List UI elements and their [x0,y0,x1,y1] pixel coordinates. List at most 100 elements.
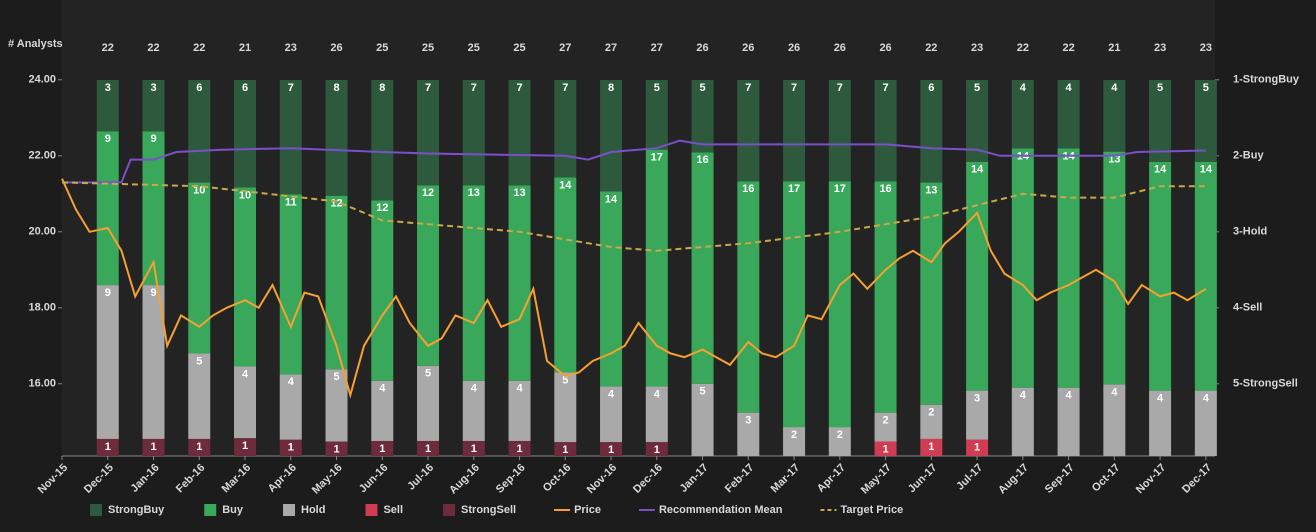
segment-label: 17 [788,183,800,195]
bar-segment [417,440,440,456]
analyst-count: 22 [102,42,114,54]
segment-label: 5 [1203,82,1209,94]
bar-segment [874,181,897,413]
segment-label: 1 [654,444,660,456]
bar-segment [691,80,714,153]
segment-label: 4 [654,388,661,400]
bar-segment [554,80,577,178]
segment-label: 6 [196,82,202,94]
segment-label: 4 [1066,390,1073,402]
segment-label: 12 [376,202,388,214]
x-tick-label: Dec-16 [631,462,665,496]
y2-tick-label: 4-Sell [1233,302,1262,314]
x-tick-label: Jan-17 [678,462,711,495]
segment-label: 4 [1020,390,1027,402]
segment-label: 2 [837,429,843,441]
segment-label: 14 [1154,164,1167,176]
analyst-count: 22 [925,42,937,54]
legend-label: Price [574,504,601,516]
bar-segment [462,440,485,456]
bar-segment [1057,80,1080,149]
bar-segment [645,149,668,387]
bar-segment [96,131,119,286]
segment-label: 1 [150,441,156,453]
segment-label: 17 [834,183,846,195]
bar-segment [188,353,211,439]
x-tick-label: Jul-16 [405,462,436,493]
segment-label: 1 [562,444,568,456]
analyst-count: 22 [1017,42,1029,54]
segment-label: 3 [150,82,156,94]
bar-segment [645,386,668,443]
bar-segment [737,181,760,413]
x-tick-label: Nov-17 [1134,462,1168,496]
segment-label: 1 [928,441,934,453]
bar-segment [1194,161,1217,391]
bar-segment [554,177,577,373]
legend-label: StrongSell [461,504,516,516]
segment-label: 8 [379,82,385,94]
segment-label: 11 [285,196,297,208]
bar-segment [737,80,760,182]
segment-label: 1 [883,443,889,455]
legend-label: Hold [301,504,325,516]
analyst-count: 27 [605,42,617,54]
segment-label: 1 [471,443,477,455]
bar-segment [966,439,989,456]
x-tick-label: Jun-17 [906,462,940,496]
analyst-count: 23 [1154,42,1166,54]
bar-segment [1057,387,1080,456]
bar-segment [188,438,211,456]
bar-segment [371,380,394,441]
analyst-count: 26 [788,42,800,54]
segment-label: 1 [425,443,431,455]
segment-label: 4 [1111,386,1118,398]
bar-segment [645,80,668,150]
bar-segment [600,80,623,192]
segment-label: 4 [379,383,386,395]
bar-segment [142,285,165,439]
segment-label: 14 [971,164,984,176]
legend-swatch [283,504,296,516]
bar-segment [1103,384,1126,456]
analyst-count: 27 [559,42,571,54]
bar-segment [1103,80,1126,152]
bar-segment [234,187,257,367]
segment-label: 4 [471,383,478,395]
bar-segment [737,412,760,456]
segment-label: 3 [745,415,751,427]
bar-segment [188,182,211,354]
analyst-count: 23 [971,42,983,54]
segment-label: 13 [925,184,937,196]
segment-label: 4 [608,388,615,400]
x-tick-label: Aug-16 [447,462,482,497]
bar-segment [1011,80,1034,149]
x-tick-label: Oct-16 [541,462,574,495]
x-tick-label: Jul-17 [954,462,985,493]
segment-label: 2 [883,415,889,427]
x-tick-label: Feb-17 [723,462,757,496]
bar-segment [417,365,440,441]
bar-segment [691,383,714,456]
analyst-count: 22 [193,42,205,54]
segment-label: 14 [605,193,618,205]
analyst-count: 26 [696,42,708,54]
segment-label: 4 [1203,393,1210,405]
bar-segment [600,191,623,387]
analyst-count: 25 [513,42,525,54]
segment-label: 5 [562,374,568,386]
legend-label: Target Price [840,504,903,516]
analyst-count: 25 [376,42,388,54]
bar-segment [691,152,714,384]
bar-segment [142,80,165,132]
bar-segment [508,380,531,441]
bar-segment [279,439,302,456]
line-series [62,139,1206,184]
bar-segment [1149,390,1172,456]
bar-segment [371,200,394,381]
x-tick-label: Feb-16 [174,462,208,496]
segment-label: 16 [742,183,754,195]
legend-label: Sell [383,504,403,516]
segment-label: 4 [1111,82,1118,94]
bar-segment [874,441,897,456]
